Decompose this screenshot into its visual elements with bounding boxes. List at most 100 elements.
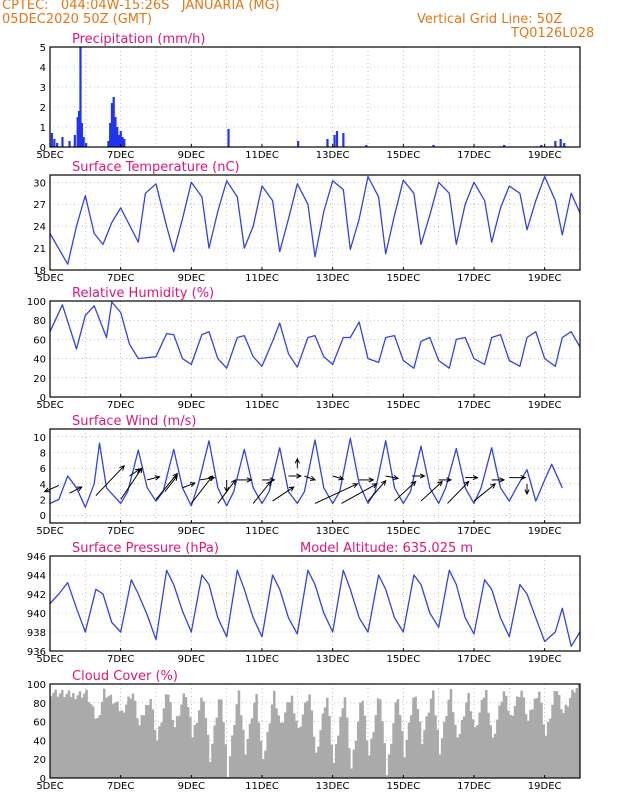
header-grid-line: Vertical Grid Line: 50Z xyxy=(417,12,563,27)
cloud-bar xyxy=(189,717,192,778)
cloud-bar xyxy=(158,726,161,778)
y-tick-label: 21 xyxy=(33,244,46,255)
y-tick-label: 0 xyxy=(40,143,46,154)
cloud-bar xyxy=(401,731,404,778)
y-tick-label: 8 xyxy=(40,449,46,460)
cloud-bar xyxy=(284,712,287,778)
cloud-bar xyxy=(202,701,205,778)
cloud-bar xyxy=(175,716,179,778)
x-tick-label: 11DEC xyxy=(245,150,279,161)
cloud-bar xyxy=(301,714,305,778)
cloud-bar xyxy=(334,744,338,778)
header-model-id: TQ0126L028 xyxy=(511,26,595,41)
cloud-bar xyxy=(359,702,362,778)
x-tick-label: 19DEC xyxy=(528,526,562,537)
x-tick-label: 19DEC xyxy=(528,781,562,792)
cloud-bar xyxy=(549,718,552,778)
y-tick-label: 80 xyxy=(33,316,46,327)
cloud-bar xyxy=(197,710,201,778)
cloud-bar xyxy=(56,696,60,778)
y-tick-label: 80 xyxy=(33,699,46,710)
y-tick-label: 942 xyxy=(27,590,46,601)
cloud-bar xyxy=(418,721,422,778)
cloud-bar xyxy=(396,699,400,778)
cloud-bar xyxy=(476,725,479,778)
precip-bar xyxy=(107,141,110,147)
precip-bar xyxy=(79,47,82,147)
y-tick-label: 938 xyxy=(27,628,46,639)
wind-arrow xyxy=(182,482,196,489)
cloud-bar xyxy=(191,737,194,778)
cloud-bar xyxy=(427,712,431,778)
x-tick-label: 11DEC xyxy=(245,400,279,411)
cloud-bar xyxy=(281,722,285,778)
x-tick-label: 9DEC xyxy=(178,273,205,284)
cloud-bar xyxy=(76,695,80,778)
cloud-bar xyxy=(540,702,543,778)
cloud-bar xyxy=(257,722,261,778)
cloud-bar xyxy=(485,690,488,778)
cloud-bar xyxy=(365,740,369,778)
precip-bar xyxy=(117,135,121,147)
panel-5 xyxy=(49,683,581,779)
wind-arrow-head xyxy=(230,478,237,485)
cloud-bar xyxy=(184,697,188,778)
x-tick-label: 5DEC xyxy=(36,654,63,665)
cloud-bar xyxy=(542,724,545,778)
x-tick-label: 15DEC xyxy=(386,400,420,411)
x-tick-label: 13DEC xyxy=(316,273,350,284)
panel-frame xyxy=(49,300,581,398)
x-tick-label: 11DEC xyxy=(245,654,279,665)
cloud-bar xyxy=(116,701,119,778)
wind-arrow-head xyxy=(296,473,303,479)
cloud-bar xyxy=(54,689,57,778)
cloud-bar xyxy=(72,692,75,778)
y-tick-label: 10 xyxy=(33,433,46,444)
cloud-bar xyxy=(458,733,462,778)
precip-bar xyxy=(121,137,124,147)
x-tick-label: 7DEC xyxy=(107,654,134,665)
cloud-bar xyxy=(310,710,314,778)
cloud-bar xyxy=(136,718,139,778)
x-tick-label: 7DEC xyxy=(107,526,134,537)
cloud-bar xyxy=(370,738,373,778)
cloud-bar xyxy=(83,693,86,778)
precip-bar xyxy=(333,135,336,147)
precip-bar xyxy=(61,137,64,147)
cloud-bar xyxy=(200,697,203,778)
x-tick-label: 9DEC xyxy=(178,526,205,537)
cloud-bar xyxy=(432,690,435,778)
cloud-bar xyxy=(131,693,135,778)
cloud-bar xyxy=(509,715,512,778)
cloud-bar xyxy=(160,722,163,778)
precip-bar xyxy=(559,139,562,147)
cloud-bar xyxy=(138,725,141,778)
cloud-bar xyxy=(577,684,581,778)
precip-bar xyxy=(554,141,557,147)
cloud-bar xyxy=(248,723,252,778)
series-line xyxy=(49,569,581,647)
cloud-bar xyxy=(416,709,420,778)
y-tick-label: 944 xyxy=(27,571,46,582)
wind-arrow xyxy=(252,481,272,504)
cloud-bar xyxy=(69,696,73,778)
cloud-bar xyxy=(498,705,501,778)
cloud-bar xyxy=(120,710,124,778)
cloud-bar xyxy=(518,697,521,778)
precip-bar xyxy=(503,145,506,147)
wind-arrow-head xyxy=(224,486,230,493)
x-tick-label: 19DEC xyxy=(528,400,562,411)
precip-bar xyxy=(82,137,85,147)
panel-2 xyxy=(49,300,581,398)
precip-bar xyxy=(432,145,435,147)
cloud-bar xyxy=(217,699,221,778)
cloud-bar xyxy=(474,727,477,778)
cloud-bar xyxy=(350,768,353,778)
wind-arrow xyxy=(69,486,83,494)
wind-arrow-head xyxy=(294,457,300,464)
wind-arrow-head xyxy=(520,474,527,481)
cloud-bar xyxy=(242,729,245,778)
cloud-bar xyxy=(237,690,241,778)
cloud-bar xyxy=(270,704,274,778)
